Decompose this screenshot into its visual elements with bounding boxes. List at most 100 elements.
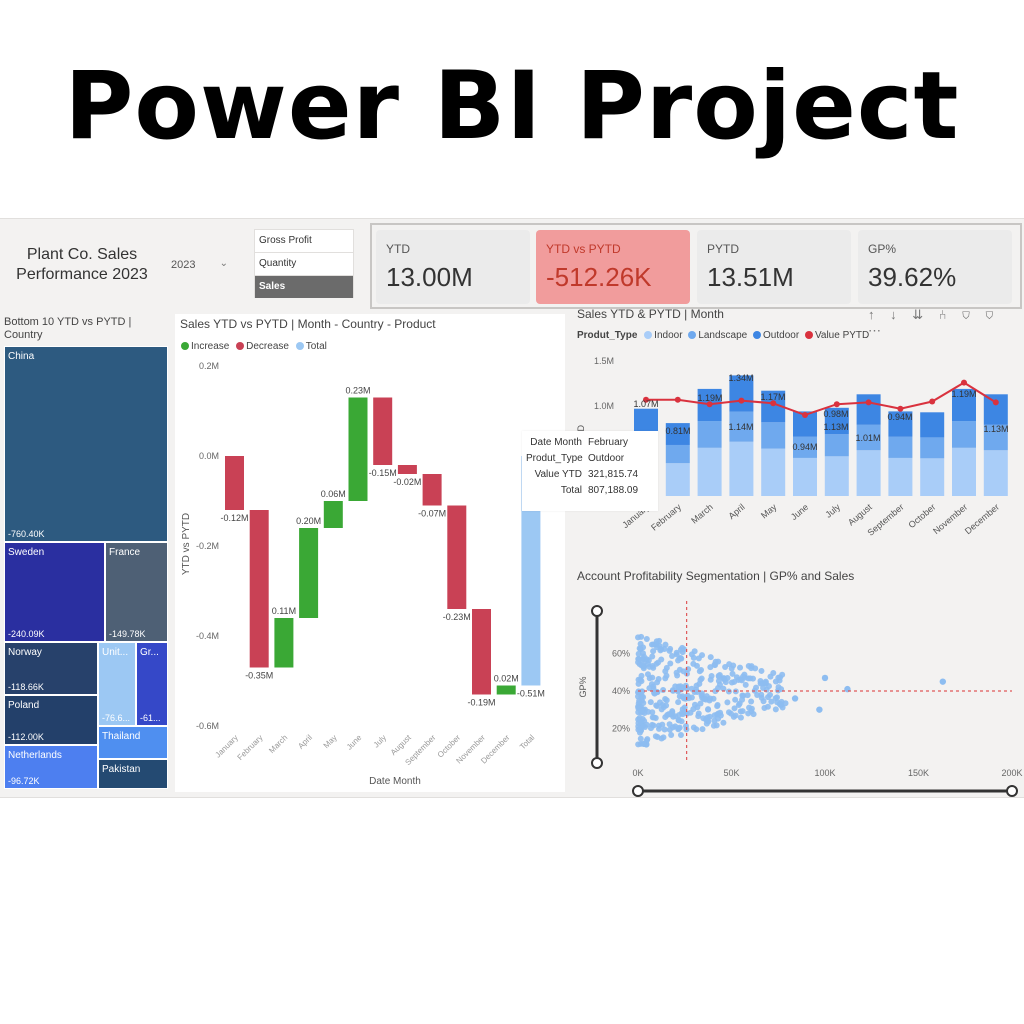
data-label: 0.98M bbox=[823, 409, 848, 419]
visual-toolbar[interactable]: ↑ ↓ ⇊ ⑃ ⛉ ⛉ ⋯ bbox=[868, 307, 1000, 338]
chevron-down-icon: ⌄ bbox=[219, 258, 228, 269]
tooltip-row: Total 807,188.09 bbox=[526, 485, 654, 501]
x-tick-label: December bbox=[963, 502, 1001, 536]
scatter-point bbox=[772, 678, 779, 685]
stacked-bar-segment bbox=[761, 448, 786, 496]
scatter-point bbox=[714, 702, 721, 709]
kpi-card-gp-percent[interactable]: GP% 39.62% bbox=[858, 230, 1012, 304]
scatter-point bbox=[635, 650, 642, 657]
tooltip-row: Value YTD 321,815.74 bbox=[526, 469, 654, 485]
cell-value: -112.00K bbox=[8, 732, 44, 742]
x-tick-label: 0K bbox=[632, 768, 643, 778]
data-label: 1.07M bbox=[633, 399, 658, 409]
cell-value: -760.40K bbox=[8, 529, 45, 539]
scatter-point bbox=[728, 665, 735, 672]
tooltip-row: Date Month February bbox=[526, 437, 654, 453]
data-label: -0.23M bbox=[443, 612, 471, 622]
stacked-bar-segment bbox=[952, 388, 976, 422]
pytd-line bbox=[646, 381, 997, 417]
data-label: 0.94M bbox=[792, 442, 817, 452]
scatter-point bbox=[690, 724, 697, 731]
x-tick-label: June bbox=[345, 733, 364, 752]
scatter-point bbox=[638, 693, 645, 700]
scatter-point bbox=[767, 673, 774, 680]
scatter-point bbox=[699, 726, 706, 733]
stacked-bar-segment bbox=[983, 394, 1008, 425]
treemap-cell-china[interactable]: China -760.40K bbox=[4, 346, 168, 542]
scatter-point bbox=[640, 740, 647, 747]
stacked-bar-segment bbox=[856, 424, 881, 451]
scatter-point bbox=[654, 733, 661, 740]
data-label: -0.12M bbox=[220, 513, 248, 523]
scatter-point bbox=[758, 667, 765, 674]
y-axis-title: YTD vs PYTD bbox=[181, 513, 192, 575]
y-slider-handle bbox=[591, 605, 603, 617]
treemap-cell-poland[interactable]: Poland -112.00K bbox=[4, 695, 98, 745]
stacked-bar-segment bbox=[920, 412, 945, 438]
waterfall-bar bbox=[299, 528, 319, 618]
scatter-point bbox=[655, 722, 662, 729]
scatter-point bbox=[715, 685, 722, 692]
x-axis-title: Date Month bbox=[369, 776, 421, 787]
scatter-point bbox=[649, 714, 656, 721]
legend-dot-total bbox=[295, 342, 304, 350]
treemap-cell-netherlands[interactable]: Netherlands -96.72K bbox=[4, 745, 98, 789]
stacked-bar-segment bbox=[952, 421, 976, 448]
legend-dot-increase bbox=[181, 342, 189, 350]
data-label: -0.35M bbox=[245, 671, 273, 681]
data-label: 0.81M bbox=[665, 426, 690, 436]
page-title: Power BI Project bbox=[64, 52, 960, 161]
cell-name: Sweden bbox=[8, 547, 45, 558]
scatter-point bbox=[665, 711, 672, 718]
scatter-point bbox=[653, 638, 660, 645]
scatter-point bbox=[691, 688, 698, 695]
treemap-cell-sweden[interactable]: Sweden -240.09K bbox=[4, 542, 105, 642]
scatter-point bbox=[939, 678, 947, 685]
metric-option-quantity[interactable]: Quantity bbox=[254, 252, 354, 275]
metric-option-sales[interactable]: Sales bbox=[254, 275, 354, 298]
scatter-point bbox=[677, 731, 684, 738]
kpi-card-pytd[interactable]: PYTD 13.51M bbox=[697, 230, 851, 304]
waterfall-bar bbox=[249, 510, 269, 668]
scatter-point bbox=[733, 674, 740, 681]
legend-dot-pytd bbox=[804, 331, 813, 339]
cell-value: -118.66K bbox=[8, 682, 44, 692]
year-dropdown[interactable]: 2023 ⌄ bbox=[166, 255, 232, 277]
scatter-point bbox=[662, 641, 669, 648]
kpi-card-ytd[interactable]: YTD 13.00M bbox=[376, 230, 530, 304]
scatter-point bbox=[724, 699, 731, 706]
treemap-cell-greece[interactable]: Gr... -61... bbox=[136, 642, 168, 726]
scatter-point bbox=[648, 641, 655, 648]
scatter-point bbox=[678, 655, 685, 662]
y-tick-label: 40% bbox=[612, 686, 630, 696]
treemap-cell-pakistan[interactable]: Pakistan bbox=[98, 759, 168, 789]
scatter-point bbox=[758, 694, 765, 701]
data-label: 1.17M bbox=[760, 392, 785, 402]
waterfall-bar bbox=[225, 456, 244, 510]
legend-total: Total bbox=[305, 341, 327, 352]
scatter-point bbox=[661, 726, 668, 733]
pytd-point bbox=[833, 401, 840, 408]
legend-dot-outdoor bbox=[753, 331, 762, 339]
cell-name: Unit... bbox=[102, 647, 129, 658]
scatter-point bbox=[713, 722, 720, 729]
scatter-point bbox=[645, 660, 652, 667]
pytd-point bbox=[770, 400, 777, 407]
metric-option-gross-profit[interactable]: Gross Profit bbox=[254, 229, 354, 252]
treemap-cell-france[interactable]: France -149.78K bbox=[105, 542, 168, 642]
legend-increase: Increase bbox=[191, 341, 230, 352]
treemap-cell-norway[interactable]: Norway -118.66K bbox=[4, 642, 98, 695]
waterfall-title: Sales YTD vs PYTD | Month - Country - Pr… bbox=[180, 317, 436, 331]
kpi-value: 13.51M bbox=[707, 262, 794, 292]
treemap-cell-thailand[interactable]: Thailand bbox=[98, 726, 168, 759]
scatter-point bbox=[636, 729, 643, 736]
y-axis-title: GP% bbox=[578, 676, 588, 697]
scatter-point bbox=[650, 683, 657, 690]
scatter-point bbox=[636, 645, 643, 652]
treemap-cell-united[interactable]: Unit... -76.6... bbox=[98, 642, 136, 726]
legend-title: Produt_Type bbox=[577, 330, 638, 341]
scatter-point bbox=[679, 706, 686, 713]
tooltip-key: Value YTD bbox=[534, 469, 582, 480]
scatter-point bbox=[744, 692, 751, 699]
kpi-card-ytd-vs-pytd[interactable]: YTD vs PYTD -512.26K bbox=[536, 230, 690, 304]
